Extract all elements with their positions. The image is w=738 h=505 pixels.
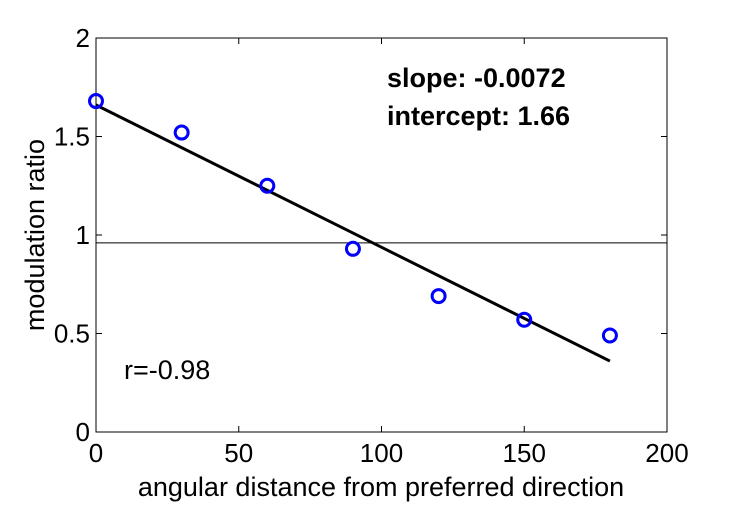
data-point (344, 240, 361, 257)
x-tick-label: 50 (224, 438, 253, 468)
y-tick-label: 2 (76, 23, 90, 53)
data-point (173, 124, 190, 141)
data-point (430, 288, 447, 305)
y-tick-label: 0.5 (54, 319, 90, 349)
x-axis-label: angular distance from preferred directio… (138, 472, 624, 502)
plot-area (95, 37, 668, 433)
data-point (259, 177, 276, 194)
x-tick-label: 150 (503, 438, 546, 468)
intercept-annotation: intercept: 1.66 (387, 101, 570, 131)
fit-lines (95, 103, 667, 363)
data-point (88, 93, 104, 110)
data-point (601, 327, 618, 344)
tick-labels: 0 50 100 150 200 0 0.5 1 1.5 2 (54, 23, 689, 468)
x-tick-label: 200 (645, 438, 688, 468)
correlation-annotation: r=-0.98 (124, 355, 210, 385)
y-tick-label: 1 (76, 220, 90, 250)
slope-annotation: slope: -0.0072 (387, 63, 566, 93)
data-points (88, 93, 618, 344)
regression-line (95, 103, 611, 363)
data-point (516, 311, 533, 328)
y-axis-label: modulation ratio (20, 139, 50, 331)
x-tick-label: 0 (89, 438, 103, 468)
x-tick-label: 100 (360, 438, 403, 468)
axis-ticks (95, 37, 668, 433)
y-tick-label: 1.5 (54, 122, 90, 152)
y-tick-label: 0 (76, 417, 90, 447)
